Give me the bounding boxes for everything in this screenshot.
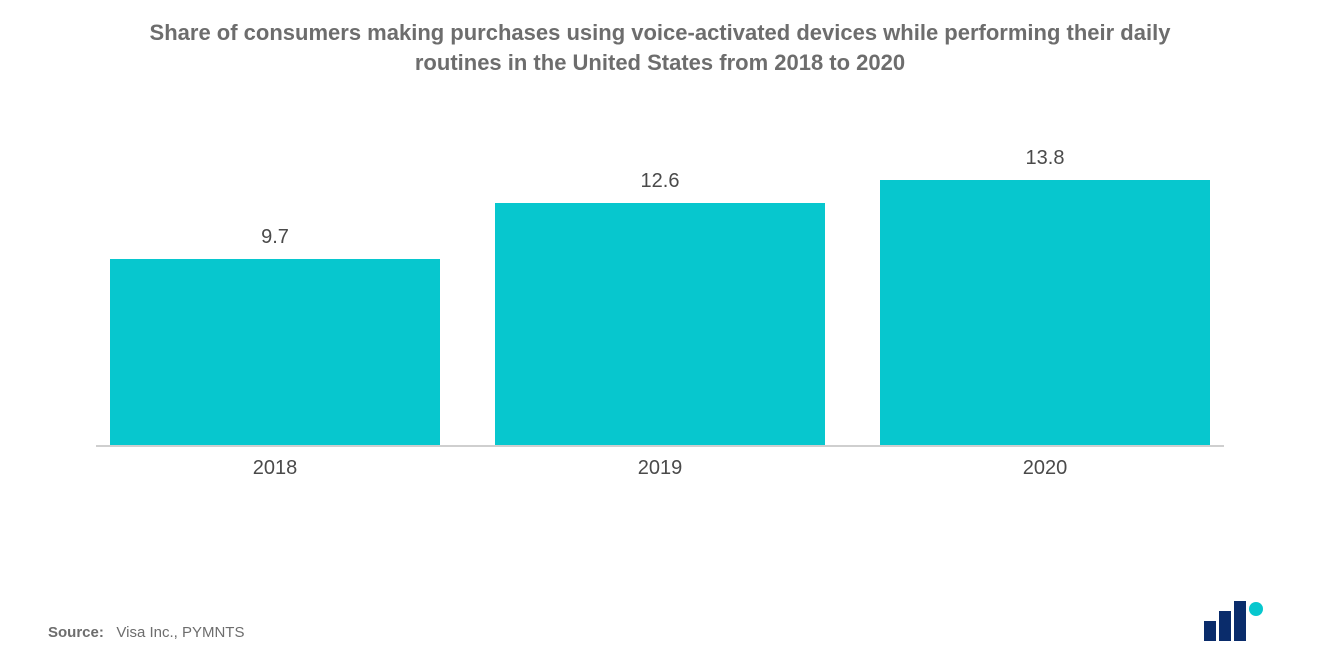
footer: Source: Visa Inc., PYMNTS	[48, 601, 1272, 641]
bar-col-1: 12.6	[495, 170, 825, 445]
chart-area: 9.7 12.6 13.8 2018 2019 2020	[96, 127, 1224, 527]
bar-col-2: 13.8	[880, 147, 1210, 445]
chart-container: Share of consumers making purchases usin…	[0, 0, 1320, 665]
bar-col-0: 9.7	[110, 226, 440, 445]
x-label-2: 2020	[880, 457, 1210, 480]
bar-value-1: 12.6	[641, 170, 680, 193]
mordor-logo-icon	[1204, 601, 1272, 641]
x-axis-labels: 2018 2019 2020	[96, 447, 1224, 480]
bar-value-0: 9.7	[261, 226, 289, 249]
source-line: Source: Visa Inc., PYMNTS	[48, 624, 244, 641]
bars-row: 9.7 12.6 13.8	[96, 127, 1224, 447]
chart-title: Share of consumers making purchases usin…	[110, 18, 1210, 77]
source-label: Source:	[48, 624, 104, 641]
bar-1	[495, 203, 825, 445]
bar-value-2: 13.8	[1026, 147, 1065, 170]
x-label-1: 2019	[495, 457, 825, 480]
source-text: Visa Inc., PYMNTS	[116, 624, 244, 641]
x-label-0: 2018	[110, 457, 440, 480]
bar-2	[880, 180, 1210, 445]
bar-0	[110, 259, 440, 445]
